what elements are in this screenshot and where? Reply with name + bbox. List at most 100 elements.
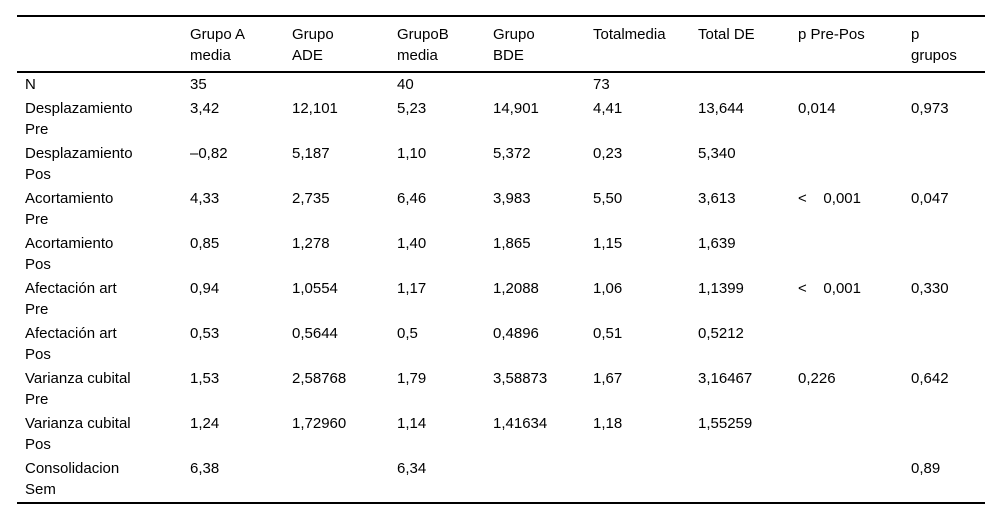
table-cell <box>696 457 796 503</box>
table-cell: 1,06 <box>593 280 623 297</box>
table-cell: 0,642 <box>911 370 949 387</box>
table-cell: 0,330 <box>911 280 949 297</box>
table-cell: 1,79 <box>397 370 427 387</box>
table-cell: 0,047 <box>911 190 949 207</box>
table-cell <box>796 412 909 457</box>
table-cell: 0,89 <box>911 460 941 477</box>
table-cell: 4,41 <box>593 100 623 117</box>
column-header: p grupos <box>909 16 985 73</box>
table-cell: 2,58768 <box>292 370 347 387</box>
table-cell: 1,55259 <box>698 415 753 432</box>
table-cell: 1,278 <box>292 235 330 252</box>
row-label: N <box>25 76 36 93</box>
table-cell: 1,17 <box>397 280 427 297</box>
table-cell: 1,15 <box>593 235 623 252</box>
table-cell: –0,82 <box>190 145 228 162</box>
table-cell: 6,38 <box>190 460 220 477</box>
table-cell: 2,735 <box>292 190 330 207</box>
table-row: Afectación art Pos 0,53 0,5644 0,5 0,4896 0,5… <box>17 322 985 367</box>
table-cell: 5,50 <box>593 190 623 207</box>
table-cell: 1,41634 <box>493 415 548 432</box>
table-cell: 1,40 <box>397 235 427 252</box>
table-cell <box>909 72 985 97</box>
column-header: Totalmedia <box>591 16 696 73</box>
table-cell <box>796 232 909 277</box>
table-cell: 1,10 <box>397 145 427 162</box>
column-header: GrupoB media <box>395 16 491 73</box>
table-cell: 1,53 <box>190 370 220 387</box>
row-label: Varianza cubital Pos <box>25 415 131 453</box>
table-row: Afectación art Pre 0,94 1,0554 1,17 1,2088 1,… <box>17 277 985 322</box>
table-cell: 4,33 <box>190 190 220 207</box>
table-cell <box>491 457 591 503</box>
table-cell <box>290 72 395 97</box>
table-cell: 1,639 <box>698 235 736 252</box>
table-cell: 3,42 <box>190 100 220 117</box>
table-cell: 5,340 <box>698 145 736 162</box>
table-cell: 1,14 <box>397 415 427 432</box>
table-cell: 1,67 <box>593 370 623 387</box>
table-row: Acortamiento Pos 0,85 1,278 1,40 1,865 1,15 1,… <box>17 232 985 277</box>
table-cell <box>909 142 985 187</box>
table-cell <box>796 457 909 503</box>
table-cell <box>591 457 696 503</box>
table-row: Desplazamiento Pre 3,42 12,101 5,23 14,901 4,… <box>17 97 985 142</box>
table-cell: 0,51 <box>593 325 623 342</box>
table-cell: 1,1399 <box>698 280 744 297</box>
row-label: Varianza cubital Pre <box>25 370 131 408</box>
table-header: Grupo A media Grupo ADE GrupoB media Grupo … <box>17 16 985 73</box>
table-cell: 73 <box>593 76 610 93</box>
table-cell: 0,014 <box>798 100 836 117</box>
table-cell: 5,23 <box>397 100 427 117</box>
table-body: N 35 40 73 Desplazamiento Pre 3,42 12,101 5,23 1… <box>17 72 985 503</box>
table-cell: 12,101 <box>292 100 338 117</box>
row-label: Acortamiento Pos <box>25 235 114 273</box>
row-label: Consolidacion Sem <box>25 460 120 498</box>
table-cell <box>796 72 909 97</box>
table-cell: 0,973 <box>911 100 949 117</box>
table-cell: 0,5644 <box>292 325 338 342</box>
table-cell: 1,865 <box>493 235 531 252</box>
column-header: Grupo ADE <box>290 16 395 73</box>
row-label: Acortamiento Pre <box>25 190 114 228</box>
column-header: Grupo BDE <box>491 16 591 73</box>
row-label: Desplazamiento Pos <box>25 145 133 183</box>
column-header: p Pre-Pos <box>796 16 909 73</box>
table-row: Desplazamiento Pos –0,82 5,187 1,10 5,372 0,2… <box>17 142 985 187</box>
table-cell <box>796 322 909 367</box>
table-cell: 3,16467 <box>698 370 753 387</box>
table-cell: 1,0554 <box>292 280 338 297</box>
table-row: Varianza cubital Pre 1,53 2,58768 1,79 3,588… <box>17 367 985 412</box>
row-label: Desplazamiento Pre <box>25 100 133 138</box>
table-cell: 0,4896 <box>493 325 539 342</box>
table-cell: 13,644 <box>698 100 744 117</box>
row-label-column-header <box>17 16 188 73</box>
table-cell: 0,5 <box>397 325 418 342</box>
table-row: Consolidacion Sem 6,38 6,34 0,89 <box>17 457 985 503</box>
table-cell <box>696 72 796 97</box>
table-cell: 5,372 <box>493 145 531 162</box>
statistics-table: Grupo A media Grupo ADE GrupoB media Grupo … <box>17 15 985 504</box>
table-cell <box>796 142 909 187</box>
table-cell: 5,187 <box>292 145 330 162</box>
table-cell: 0,94 <box>190 280 220 297</box>
table-row: Varianza cubital Pos 1,24 1,72960 1,14 1,416… <box>17 412 985 457</box>
table-cell <box>290 457 395 503</box>
table-cell: 6,34 <box>397 460 427 477</box>
table-cell: < 0,001 <box>798 190 861 207</box>
table-cell <box>491 72 591 97</box>
table-row: N 35 40 73 <box>17 72 985 97</box>
table-row: Acortamiento Pre 4,33 2,735 6,46 3,983 5,50 3,… <box>17 187 985 232</box>
table-cell: 40 <box>397 76 414 93</box>
table-cell: 1,72960 <box>292 415 347 432</box>
table-cell: 0,5212 <box>698 325 744 342</box>
table-cell: 3,983 <box>493 190 531 207</box>
table-cell: 3,613 <box>698 190 736 207</box>
row-label: Afectación art Pos <box>25 325 117 363</box>
table-cell: 35 <box>190 76 207 93</box>
table-cell: 6,46 <box>397 190 427 207</box>
table-cell: 1,24 <box>190 415 220 432</box>
table-cell: 1,2088 <box>493 280 539 297</box>
table-cell: 3,58873 <box>493 370 548 387</box>
